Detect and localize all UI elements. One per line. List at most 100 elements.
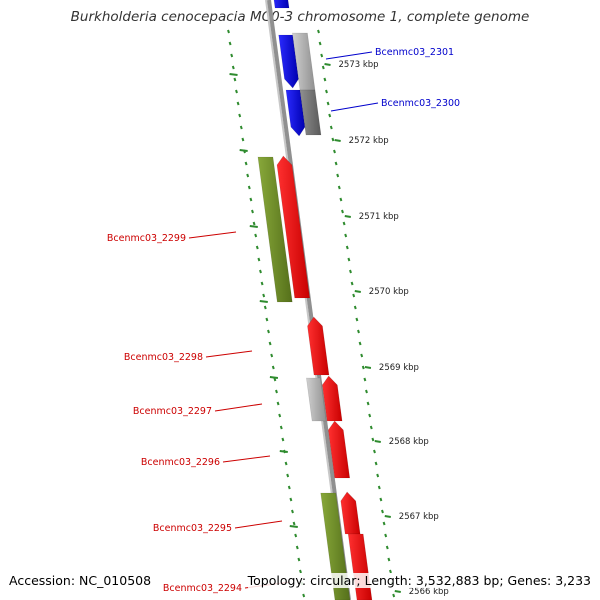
minor-tick-outer <box>331 137 335 142</box>
minor-tick-inner <box>227 29 230 34</box>
minor-tick-outer <box>363 377 367 382</box>
tick-label: 2568 kbp <box>389 437 429 447</box>
gene-label: Bcenmc03_2299 <box>107 233 186 244</box>
minor-tick-outer <box>374 461 378 466</box>
minor-tick-inner <box>238 113 242 118</box>
tick-label: 2567 kbp <box>399 512 439 522</box>
genome-summary-label: Topology: circular; Length: 3,532,883 bp… <box>247 573 591 588</box>
major-tick <box>354 290 361 293</box>
minor-tick-inner <box>257 257 261 262</box>
feature-2300-reverse <box>285 89 306 137</box>
minor-tick-inner <box>259 269 262 274</box>
major-tick <box>374 440 381 443</box>
minor-tick-outer <box>368 413 372 418</box>
minor-tick-inner <box>286 473 290 478</box>
minor-tick-inner <box>271 365 275 370</box>
tick-label: 2571 kbp <box>359 212 399 222</box>
feature-2299-cds <box>276 155 311 299</box>
minor-tick-inner <box>270 353 274 358</box>
feature-2300-gray <box>299 89 322 136</box>
minor-tick-outer <box>373 449 376 454</box>
minor-tick-inner <box>267 329 270 334</box>
minor-tick-outer <box>337 185 341 190</box>
gene-label: Bcenmc03_2297 <box>133 406 212 417</box>
minor-tick-outer <box>377 485 381 490</box>
minor-tick-outer <box>334 161 338 166</box>
minor-tick-inner <box>265 317 269 322</box>
feature-2297-gray <box>306 377 327 422</box>
minor-tick-outer <box>329 125 333 130</box>
feature-2299-olive <box>257 156 293 303</box>
gene-label: Bcenmc03_2294 <box>163 583 242 594</box>
minor-tick-inner <box>246 173 250 178</box>
gene-label-leader <box>188 231 237 239</box>
minor-tick-inner <box>228 41 232 46</box>
minor-tick-outer <box>350 281 354 286</box>
feature-2298-cds <box>307 316 330 376</box>
minor-tick-inner <box>295 545 299 550</box>
minor-tick-inner <box>291 509 294 514</box>
minor-tick-outer <box>344 233 348 238</box>
minor-tick-outer <box>342 221 346 226</box>
minor-tick-outer <box>352 293 356 298</box>
major-tick <box>334 139 341 142</box>
minor-tick-outer <box>325 89 328 94</box>
tick-label: 2572 kbp <box>349 136 389 146</box>
minor-tick-outer <box>381 509 384 514</box>
minor-tick-outer <box>326 101 330 106</box>
major-tick <box>344 215 351 218</box>
minor-tick-outer <box>379 497 383 502</box>
minor-tick-outer <box>333 149 336 154</box>
minor-tick-inner <box>294 533 298 538</box>
major-tick <box>324 63 331 66</box>
feature-2294-cds <box>347 533 373 600</box>
gene-label-leader <box>214 403 263 412</box>
tick-label: 2566 kbp <box>409 587 449 597</box>
minor-tick-inner <box>254 233 258 238</box>
feature-2296-cds <box>328 420 351 479</box>
minor-tick-outer <box>355 317 359 322</box>
minor-tick-inner <box>233 77 237 82</box>
minor-tick-inner <box>278 413 282 418</box>
minor-tick-outer <box>360 353 364 358</box>
minor-tick-inner <box>239 125 243 130</box>
feature-2301-reverse <box>278 34 299 89</box>
minor-tick-outer <box>318 41 322 46</box>
minor-tick-inner <box>292 521 296 526</box>
gene-label: Bcenmc03_2298 <box>124 352 203 363</box>
minor-tick-outer <box>321 65 325 70</box>
major-tick-inner <box>289 525 298 528</box>
minor-tick-outer <box>371 437 375 442</box>
minor-tick-outer <box>382 521 386 526</box>
major-tick-inner <box>229 73 238 76</box>
major-tick-inner <box>279 450 288 453</box>
minor-tick-outer <box>392 593 396 598</box>
major-tick <box>394 590 401 593</box>
minor-tick-inner <box>262 293 266 298</box>
minor-tick-inner <box>289 497 293 502</box>
tick-label: 2570 kbp <box>369 287 409 297</box>
minor-tick-inner <box>244 161 248 166</box>
minor-tick-outer <box>339 197 343 202</box>
minor-tick-inner <box>302 593 306 598</box>
minor-tick-outer <box>376 473 380 478</box>
minor-tick-inner <box>299 569 302 574</box>
minor-tick-inner <box>252 221 256 226</box>
minor-tick-outer <box>384 533 388 538</box>
minor-tick-inner <box>247 185 251 190</box>
major-tick-inner <box>239 149 248 152</box>
minor-tick-inner <box>276 401 280 406</box>
minor-tick-outer <box>387 557 391 562</box>
minor-tick-inner <box>284 461 288 466</box>
minor-tick-outer <box>361 365 365 370</box>
minor-tick-outer <box>369 425 373 430</box>
minor-tick-outer <box>336 173 340 178</box>
gene-label: Bcenmc03_2301 <box>375 47 454 58</box>
minor-tick-inner <box>255 245 259 250</box>
minor-tick-outer <box>341 209 344 214</box>
gene-label-leader <box>234 520 283 529</box>
minor-tick-inner <box>263 305 267 310</box>
minor-tick-inner <box>235 89 238 94</box>
